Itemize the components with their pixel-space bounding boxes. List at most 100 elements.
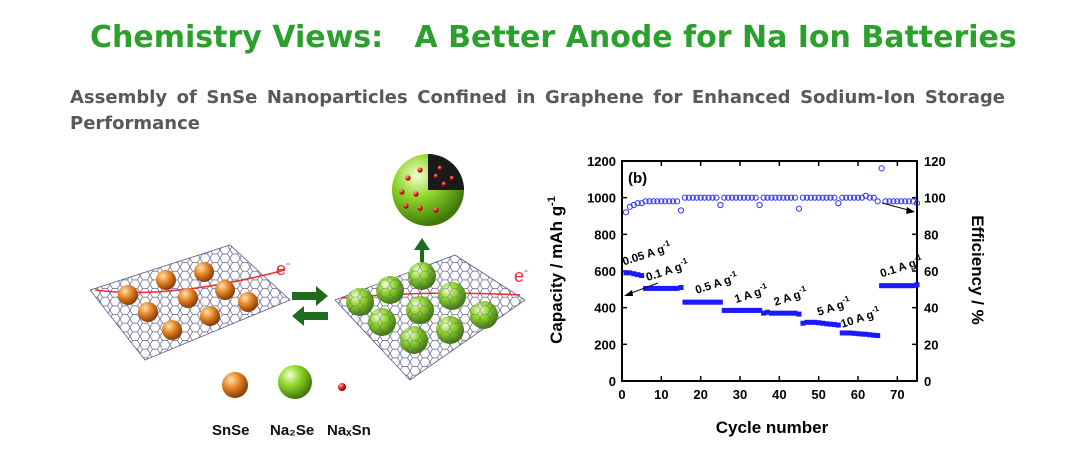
capacity-point (812, 319, 818, 325)
capacity-point (753, 307, 759, 313)
efficiency-point (898, 198, 905, 205)
capacity-point (737, 307, 743, 313)
capacity-point (914, 282, 920, 288)
efficiency-point (650, 198, 657, 205)
efficiency-point (902, 198, 909, 205)
capacity-point (639, 273, 645, 279)
efficiency-point (815, 194, 822, 201)
chart-ticks: 0 10 20 30 40 50 60 70 0 200 400 600 800 1000 1200 0 20 4… (587, 154, 946, 402)
efficiency-series (622, 165, 921, 216)
capacity-point (725, 307, 731, 313)
efficiency-point (685, 194, 692, 201)
capacity-point (733, 307, 739, 313)
y-axis-label: Capacity / mAh g-1 (546, 196, 566, 344)
capacity-point (906, 283, 912, 289)
capacity-point (650, 285, 656, 291)
efficiency-point (748, 194, 755, 201)
y-tick-label: 1000 (587, 191, 616, 206)
zoomed-particle (392, 154, 464, 226)
capacity-point (902, 283, 908, 289)
species-legend: SnSe Na₂Se NaₓSn (212, 365, 371, 439)
efficiency-point (791, 194, 799, 201)
x-tick-label: 50 (811, 387, 825, 402)
efficiency-point (803, 194, 810, 201)
efficiency-point (811, 194, 818, 201)
y-tick-label: 600 (594, 264, 616, 279)
electron-label-left: e- (276, 256, 290, 279)
capacity-point (816, 320, 822, 326)
y-tick-label: 0 (609, 374, 616, 389)
y2-tick-label: 0 (924, 374, 931, 389)
efficiency-point (835, 200, 842, 207)
rate-capability-chart: 0 10 20 30 40 50 60 70 0 200 400 600 800 1000 1200 0 20 4… (546, 154, 987, 437)
electron-path-left (94, 269, 286, 294)
efficiency-point (740, 194, 748, 201)
electron-label-right: e- (514, 263, 528, 286)
efficiency-point (784, 194, 791, 201)
rate-label: 0.5 A g-1 (693, 269, 740, 297)
capacity-point (635, 272, 641, 278)
capacity-point (627, 270, 633, 276)
efficiency-point (807, 194, 814, 201)
efficiency-point (764, 194, 771, 201)
capacity-point (800, 320, 806, 326)
capacity-point (765, 309, 771, 315)
x-tick-label: 0 (618, 387, 625, 402)
rate-label: 0.1 A g-1 (644, 256, 691, 284)
capacity-point (772, 310, 778, 316)
capacity-point (824, 321, 830, 327)
efficiency-point (705, 194, 712, 201)
capacity-point (843, 330, 849, 336)
capacity-point (827, 321, 833, 327)
efficiency-point (736, 194, 744, 201)
capacity-point (792, 310, 798, 316)
capacity-point (835, 322, 841, 328)
capacity-point (871, 332, 877, 338)
efficiency-point (847, 194, 854, 201)
capacity-point (709, 299, 715, 305)
capacity-point (690, 299, 696, 305)
capacity-point (894, 283, 900, 289)
efficiency-point (673, 198, 681, 205)
efficiency-point (756, 201, 763, 209)
efficiency-point (658, 198, 665, 205)
capacity-point (839, 330, 845, 336)
efficiency-point (831, 194, 838, 201)
efficiency-point (701, 194, 708, 201)
efficiency-point (776, 194, 783, 201)
x-tick-label: 60 (851, 387, 865, 402)
snse-particles (118, 262, 258, 340)
capacity-point (855, 331, 861, 337)
efficiency-point (874, 198, 881, 205)
conversion-schematic: e- e- SnSe Na₂Se NaₓSn (89, 154, 528, 439)
capacity-point (879, 283, 885, 289)
capacity-point (682, 299, 688, 305)
x-tick-label: 10 (654, 387, 668, 402)
capacity-series (623, 270, 920, 339)
legend-snse-label: SnSe (212, 422, 250, 439)
capacity-point (721, 307, 727, 313)
capacity-point (804, 319, 810, 325)
efficiency-point (870, 194, 877, 201)
efficiency-point (681, 194, 689, 201)
efficiency-point (799, 194, 807, 201)
efficiency-point (646, 198, 653, 205)
efficiency-point (744, 194, 751, 201)
efficiency-point (886, 198, 893, 205)
capacity-point (686, 299, 692, 305)
efficiency-point (677, 207, 685, 214)
efficiency-point (760, 194, 767, 201)
efficiency-point (689, 194, 696, 201)
capacity-point (847, 330, 853, 336)
efficiency-point (666, 198, 673, 205)
capacity-point (741, 307, 747, 313)
efficiency-axis-pointer-head (906, 207, 915, 214)
capacity-point (670, 285, 676, 291)
y2-tick-label: 60 (924, 264, 938, 279)
y2-tick-label: 40 (924, 301, 938, 316)
capacity-point (631, 271, 637, 277)
y-tick-label: 1200 (587, 154, 616, 169)
capacity-point (717, 299, 723, 305)
efficiency-point (843, 194, 850, 201)
efficiency-point (622, 209, 630, 216)
